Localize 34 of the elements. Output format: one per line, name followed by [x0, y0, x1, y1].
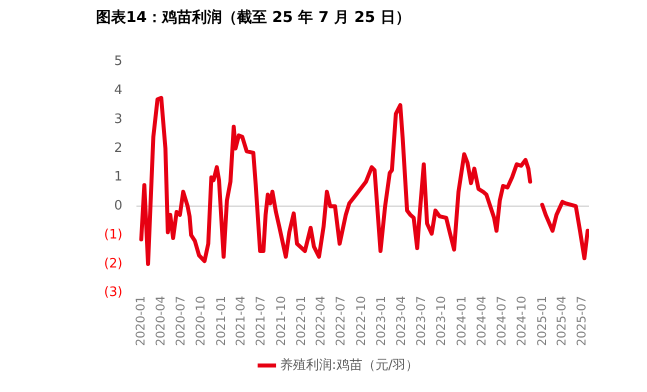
x-tick-label: 2022-10 — [354, 296, 368, 346]
x-tick-label: 2024-10 — [514, 296, 529, 346]
y-tick-label: 2 — [114, 140, 122, 156]
x-tick-label: 2025-01 — [534, 296, 549, 346]
chart-title: 图表14：鸡苗利润（截至 25 年 7 月 25 日） — [96, 8, 410, 27]
x-tick-label: 2021-10 — [274, 296, 288, 346]
y-tick-label: (2) — [104, 256, 122, 272]
y-tick-label: 3 — [114, 112, 122, 127]
legend-label: 养殖利润:鸡苗（元/羽） — [280, 356, 419, 373]
x-tick-label: 2020-04 — [153, 296, 168, 346]
x-tick-label: 2025-04 — [554, 296, 569, 346]
x-tick-label: 2022-04 — [314, 296, 328, 346]
x-tick-label: 2021-04 — [234, 296, 248, 346]
x-tick-label: 2022-01 — [294, 296, 308, 346]
x-tick-label: 2023-07 — [414, 296, 428, 346]
x-tick-label: 2023-01 — [374, 296, 388, 346]
x-tick-label: 2024-04 — [474, 296, 488, 346]
y-tick-label: 0 — [114, 198, 122, 214]
y-tick-label: (3) — [104, 285, 122, 300]
x-tick-label: 2021-07 — [254, 296, 268, 346]
y-tick-label: 5 — [114, 54, 122, 70]
x-tick-label: 2023-04 — [394, 296, 408, 346]
x-tick-label: 2023-10 — [434, 296, 448, 346]
x-tick-label: 2021-01 — [214, 296, 228, 346]
x-tick-label: 2024-07 — [494, 296, 508, 346]
y-tick-label: (1) — [104, 227, 122, 242]
x-tick-label: 2022-07 — [334, 296, 348, 346]
y-tick-label: 4 — [114, 83, 122, 98]
y-tick-label: 1 — [114, 170, 122, 185]
x-tick-label: 2020-07 — [173, 296, 188, 346]
x-tick-label: 2020-01 — [133, 296, 148, 346]
x-tick-label: 2025-07 — [574, 296, 589, 346]
x-tick-label: 2024-01 — [454, 296, 468, 346]
x-tick-label: 2020-10 — [194, 296, 208, 346]
